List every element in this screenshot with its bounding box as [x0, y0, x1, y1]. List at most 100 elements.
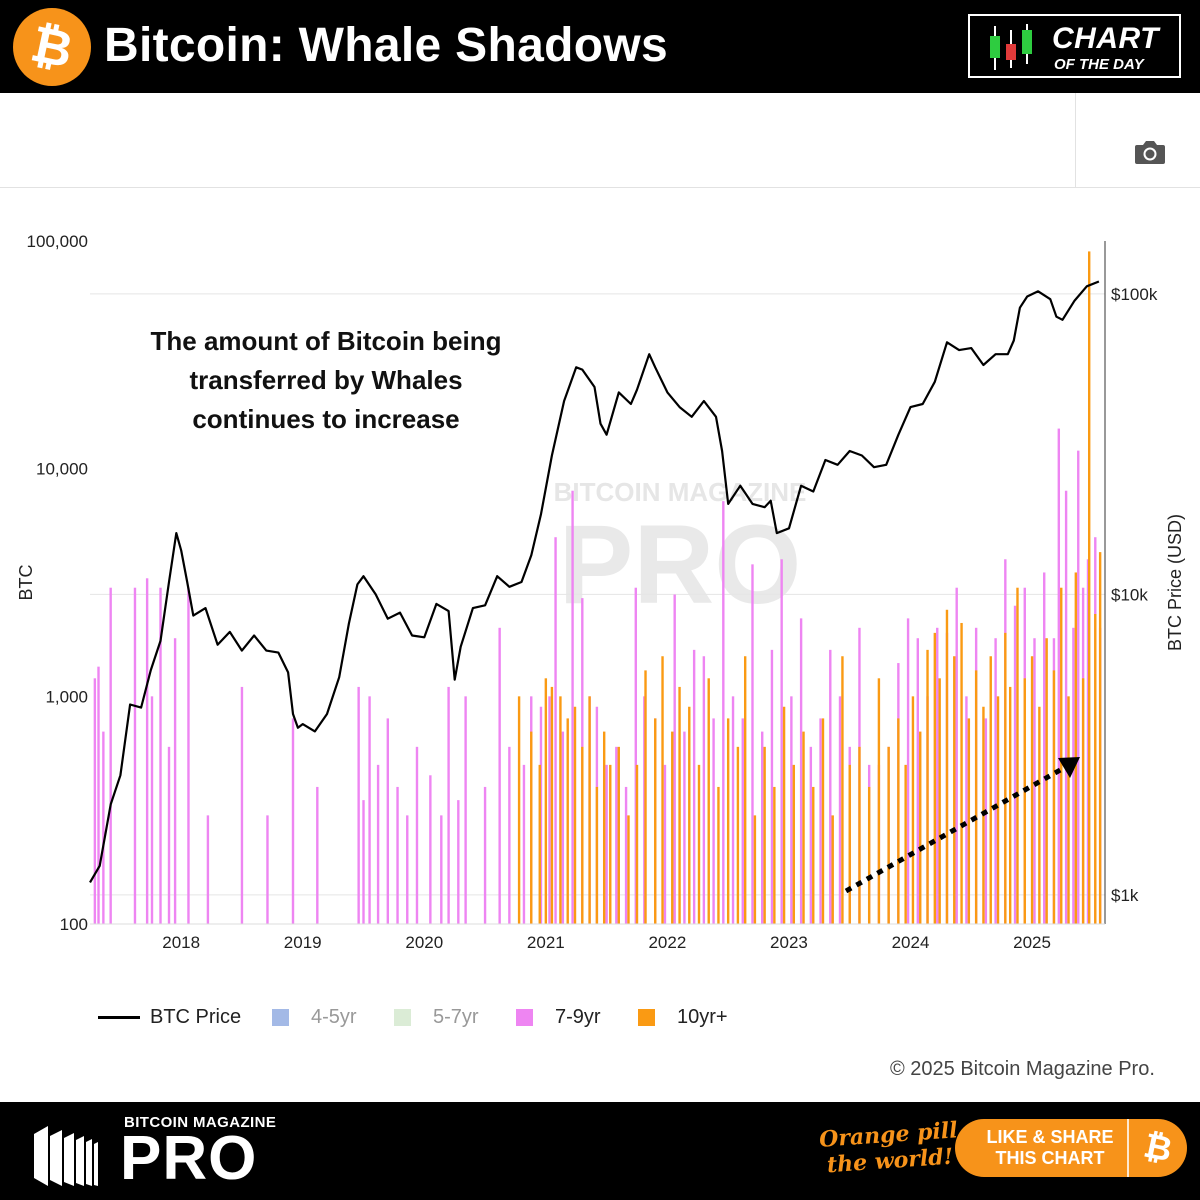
bar — [663, 764, 667, 924]
price-line — [89, 280, 1100, 883]
trend-arrow — [844, 757, 1080, 894]
legend-item-4-5yr[interactable]: 4-5yr — [272, 1004, 382, 1030]
bar — [517, 696, 521, 924]
bar — [440, 815, 443, 924]
bar — [617, 746, 620, 924]
bar — [761, 731, 764, 924]
bar — [996, 696, 1000, 924]
bar — [1064, 490, 1068, 924]
bitcoin-coin-icon: ₿ — [13, 8, 91, 86]
bitcoin-magazine-logo-icon — [34, 1126, 98, 1186]
bar — [1087, 251, 1091, 924]
legend-item-10yr-plus[interactable]: 10yr+ — [638, 1004, 748, 1030]
bar — [683, 731, 686, 924]
bar — [702, 656, 706, 924]
bar — [1077, 450, 1080, 924]
bar — [726, 718, 730, 924]
bar — [644, 670, 647, 924]
brand-large: PRO — [120, 1124, 258, 1193]
bar — [240, 686, 244, 924]
x-tick-label: 2024 — [892, 933, 930, 952]
bar — [362, 800, 365, 924]
legend-item-7-9yr[interactable]: 7-9yr — [516, 1004, 626, 1030]
bar — [780, 559, 783, 924]
legend-item-btc-price[interactable]: BTC Price — [98, 1004, 258, 1030]
bar — [561, 731, 565, 924]
bar — [770, 649, 774, 924]
bar — [1094, 613, 1097, 924]
bar — [483, 786, 487, 924]
bar — [858, 746, 861, 924]
bar — [159, 587, 162, 924]
camera-icon[interactable] — [1134, 139, 1166, 165]
bar — [357, 686, 360, 924]
bar — [994, 638, 997, 924]
bar — [763, 746, 766, 924]
y2-tick-label: $100k — [1111, 285, 1158, 304]
share-text: LIKE & SHARE THIS CHART — [975, 1127, 1125, 1169]
bar — [627, 815, 630, 924]
legend-line-swatch — [98, 1016, 140, 1019]
y-tick-label: 10,000 — [36, 460, 88, 479]
bar — [376, 764, 380, 924]
like-share-button[interactable]: LIKE & SHARE THIS CHART ₿ — [955, 1119, 1187, 1177]
legend-item-5-7yr[interactable]: 5-7yr — [394, 1004, 504, 1030]
bar — [848, 764, 851, 924]
bar — [447, 686, 450, 924]
legend-swatch — [516, 1009, 533, 1026]
bar — [1043, 572, 1046, 924]
bar — [692, 649, 696, 924]
bar — [544, 678, 548, 924]
bar — [133, 587, 137, 924]
bar — [717, 786, 720, 924]
bar — [102, 731, 105, 924]
bar — [145, 578, 149, 924]
chart-of-the-day-badge: CHART OF THE DAY — [968, 14, 1181, 78]
bar — [429, 775, 432, 924]
bar — [368, 696, 371, 924]
bar — [406, 815, 409, 924]
bar — [773, 786, 776, 924]
bar — [967, 718, 971, 924]
bar — [887, 746, 890, 924]
legend-label: 4-5yr — [311, 1006, 357, 1028]
bar — [1008, 686, 1012, 924]
x-tick-label: 2019 — [284, 933, 322, 952]
bar — [974, 670, 978, 924]
bar — [1038, 706, 1041, 924]
bar — [1060, 587, 1063, 924]
share-separator — [1127, 1119, 1129, 1177]
bar — [945, 609, 949, 924]
x-tick-label: 2025 — [1013, 933, 1051, 952]
watermark-line-2: PRO — [559, 502, 802, 627]
footer-bar: BITCOIN MAGAZINE PRO Orange pill the wor… — [0, 1102, 1200, 1200]
bar — [984, 718, 988, 924]
bar — [790, 696, 793, 924]
badge-line-2: OF THE DAY — [1054, 56, 1144, 73]
bar — [554, 537, 557, 924]
y2-tick-label: $1k — [1111, 886, 1139, 905]
axes: $1k $10k $100k 100 1,000 10,000 100,000 2018 201… — [16, 232, 1185, 952]
bar — [291, 718, 295, 924]
bar — [624, 786, 628, 924]
bar — [841, 656, 844, 924]
bar — [751, 564, 754, 924]
watermark-line-1: BITCOIN MAGAZINE — [554, 477, 807, 507]
bar — [877, 678, 881, 924]
bitcoin-symbol: ₿ — [26, 14, 78, 80]
bar — [819, 718, 822, 924]
bar — [498, 627, 501, 924]
bar — [167, 746, 171, 924]
share-line-1: LIKE & SHARE — [986, 1127, 1114, 1147]
bar — [955, 587, 958, 924]
bar — [615, 746, 618, 924]
bar — [457, 800, 460, 924]
bar — [933, 632, 937, 924]
bar — [743, 656, 747, 924]
bar — [187, 587, 190, 924]
bar — [150, 696, 154, 924]
bar — [678, 686, 681, 924]
bar — [93, 678, 97, 924]
